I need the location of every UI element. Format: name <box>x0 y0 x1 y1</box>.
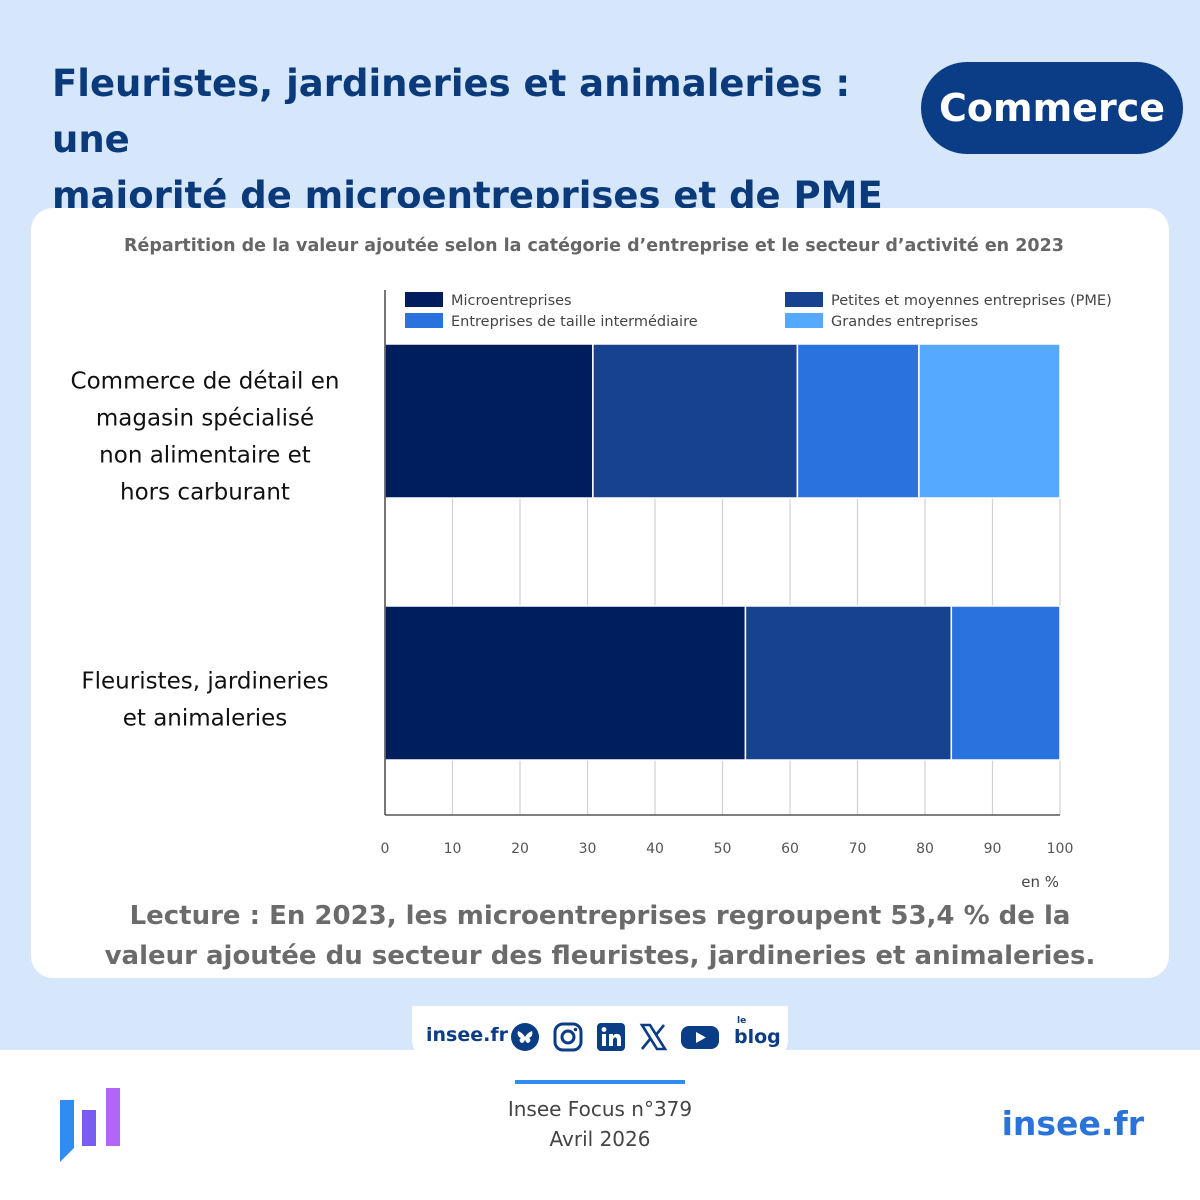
category-label: non alimentaire et <box>99 443 311 469</box>
legend-label: Grandes entreprises <box>831 314 978 330</box>
legend-swatch <box>785 292 823 307</box>
linkedin-icon[interactable] <box>596 1022 626 1052</box>
chart-title: Répartition de la valeur ajoutée selon l… <box>124 236 1064 256</box>
bar-segment <box>744 605 953 761</box>
legend-swatch <box>785 313 823 328</box>
reading-line-1: Lecture : En 2023, les microentreprises … <box>129 901 1071 931</box>
instagram-icon[interactable] <box>553 1022 583 1052</box>
x-axis-unit-label: en % <box>1021 873 1059 891</box>
category-badge: Commerce <box>921 62 1183 154</box>
legend-swatch <box>405 313 443 328</box>
x-tick-label: 30 <box>579 841 597 857</box>
category-label: hors carburant <box>120 480 290 506</box>
x-tick-label: 40 <box>646 841 664 857</box>
chart-card <box>31 208 1169 978</box>
category-label: Fleuristes, jardineries <box>81 669 328 695</box>
social-links-bar: insee.fr le blog <box>412 1006 788 1070</box>
legend-swatch <box>405 292 443 307</box>
x-tick-label: 0 <box>381 841 390 857</box>
x-tick-label: 10 <box>444 841 462 857</box>
bar-segment <box>384 343 594 499</box>
publication-info: Insee Focus n°379 Avril 2026 <box>450 1094 750 1154</box>
stacked-bar-chart: Répartition de la valeur ajoutée selon l… <box>71 236 1112 891</box>
bar-segment <box>950 605 1061 761</box>
blog-icon-prefix: le <box>737 1016 747 1026</box>
reading-note: Lecture : En 2023, les microentreprises … <box>31 896 1169 976</box>
footer-band <box>0 1050 1200 1200</box>
blog-icon[interactable]: blog <box>734 1026 781 1048</box>
bar-segment <box>592 343 799 499</box>
bar-segment <box>384 605 747 761</box>
insee-logo-icon <box>60 1088 120 1162</box>
youtube-icon[interactable] <box>680 1022 720 1052</box>
x-tick-label: 60 <box>781 841 799 857</box>
x-tick-label: 100 <box>1047 841 1074 857</box>
legend-label: Entreprises de taille intermédiaire <box>451 314 698 330</box>
legend-label: Microentreprises <box>451 293 572 309</box>
x-tick-label: 90 <box>984 841 1002 857</box>
bar-segment <box>796 343 920 499</box>
social-site-link[interactable]: insee.fr <box>426 1024 508 1046</box>
x-tick-label: 50 <box>714 841 732 857</box>
x-tick-label: 70 <box>849 841 867 857</box>
bluesky-icon[interactable] <box>510 1022 540 1052</box>
category-label: Commerce de détail en <box>71 369 340 395</box>
legend-label: Petites et moyennes entreprises (PME) <box>831 293 1112 309</box>
x-icon[interactable] <box>638 1022 668 1052</box>
bar-segment <box>918 343 1061 499</box>
footer-site-link[interactable]: insee.fr <box>1001 1104 1144 1143</box>
title-line-1: Fleuristes, jardineries et animaleries :… <box>52 62 851 161</box>
publication-divider <box>515 1080 685 1084</box>
publication-date: Avril 2026 <box>549 1127 651 1151</box>
x-tick-label: 20 <box>511 841 529 857</box>
category-label: magasin spécialisé <box>96 406 314 432</box>
category-label: et animaleries <box>123 706 288 732</box>
x-tick-label: 80 <box>916 841 934 857</box>
reading-line-2: valeur ajoutée du secteur des fleuristes… <box>104 941 1096 971</box>
publication-name: Insee Focus n°379 <box>507 1097 693 1121</box>
